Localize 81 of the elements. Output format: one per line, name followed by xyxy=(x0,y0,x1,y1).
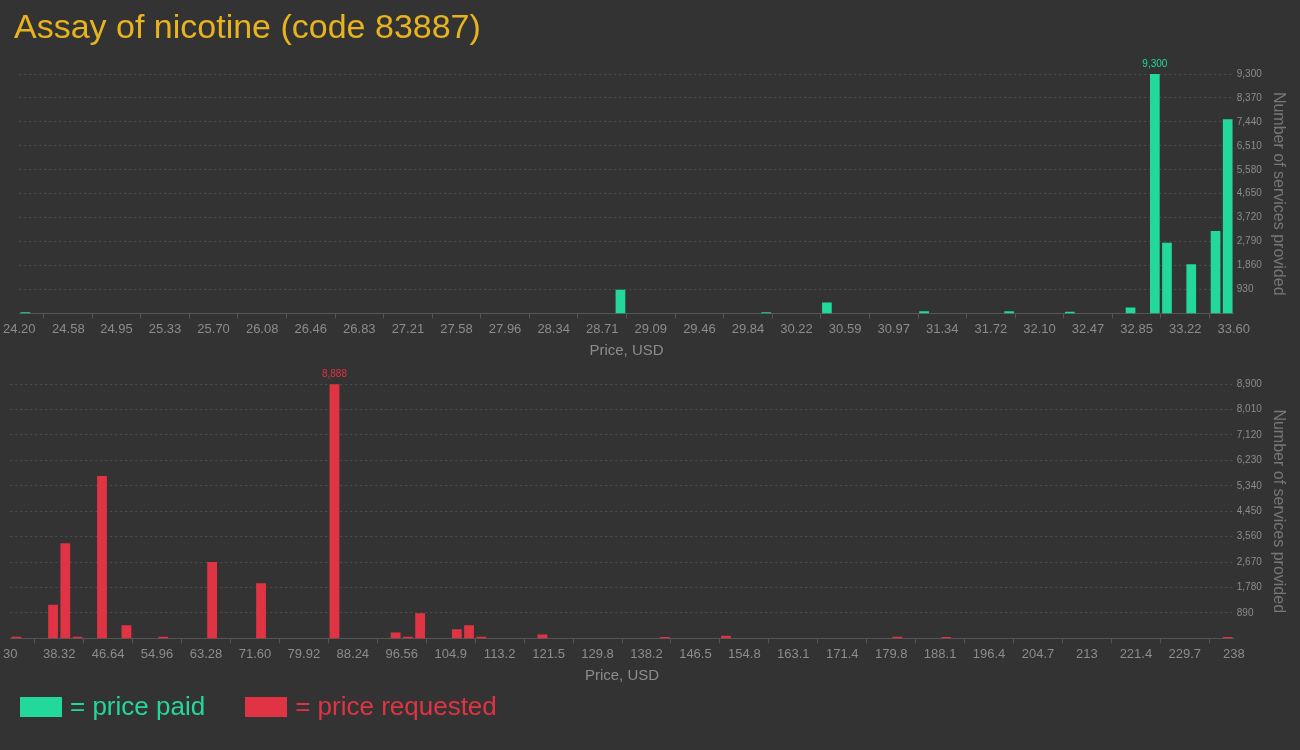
x-tick-label: 146.5 xyxy=(679,645,712,661)
x-tick-label: 113.2 xyxy=(483,645,516,661)
x-tick-label: 129.8 xyxy=(581,645,614,661)
x-tick-label: 30.59 xyxy=(828,320,862,336)
x-tick-label: 24.20 xyxy=(2,320,36,336)
x-tick-label: 171.4 xyxy=(825,645,859,661)
x-tick-label: 33.60 xyxy=(1217,320,1251,336)
y-tick-label: 5,340 xyxy=(1236,479,1263,491)
y-tick-label: 6,510 xyxy=(1236,139,1263,151)
data-label: 9,300 xyxy=(1142,57,1168,69)
y-tick-label: 4,650 xyxy=(1236,187,1263,199)
x-tick-label: 24.95 xyxy=(100,320,133,336)
y-tick-label: 890 xyxy=(1236,606,1254,618)
y-tick-label: 6,230 xyxy=(1236,454,1263,466)
y-tick-label: 3,720 xyxy=(1236,211,1263,223)
x-tick-label: 238 xyxy=(1222,645,1245,661)
y-tick-label: 7,440 xyxy=(1236,115,1263,127)
x-tick-label: 28.34 xyxy=(537,320,570,336)
x-tick-label: 27.21 xyxy=(391,320,425,336)
y-tick-label: 8,900 xyxy=(1236,377,1263,389)
x-tick-label: 121.5 xyxy=(532,645,565,661)
x-tick-label: 29.09 xyxy=(634,320,668,336)
x-tick-label: 138.2 xyxy=(630,645,663,661)
x-tick-label: 33.22 xyxy=(1168,320,1202,336)
y-axis-title: Number of services provided xyxy=(1270,409,1288,614)
y-tick-label: 2,790 xyxy=(1236,235,1263,247)
x-tick-label: 54.96 xyxy=(140,645,174,661)
x-tick-label: 32.47 xyxy=(1071,320,1105,336)
x-tick-label: 31.34 xyxy=(926,320,959,336)
x-tick-label: 28.71 xyxy=(585,320,619,336)
x-tick-label: 27.96 xyxy=(488,320,522,336)
x-tick-label: 25.33 xyxy=(148,320,182,336)
x-tick-label: 154.8 xyxy=(728,645,761,661)
x-tick-label: 63.28 xyxy=(189,645,223,661)
y-tick-label: 7,120 xyxy=(1236,428,1263,440)
y-tick-label: 1,780 xyxy=(1236,581,1263,593)
x-tick-label: 213 xyxy=(1076,645,1098,661)
x-axis-title: Price, USD xyxy=(584,666,660,684)
x-tick-label: 229.7 xyxy=(1168,645,1202,661)
x-tick-label: 163.1 xyxy=(777,645,810,661)
x-tick-label: 88.24 xyxy=(336,645,370,661)
legend-label: = price requested xyxy=(295,691,497,722)
x-tick-label: 221.4 xyxy=(1119,645,1153,661)
x-tick-label: 30.22 xyxy=(780,320,813,336)
x-tick-label: 26.08 xyxy=(245,320,279,336)
x-tick-label: 27.58 xyxy=(440,320,473,336)
x-tick-label: 24.58 xyxy=(52,320,85,336)
y-tick-label: 2,670 xyxy=(1236,555,1263,567)
x-tick-label: 79.92 xyxy=(287,645,321,661)
x-tick-label: 32.10 xyxy=(1023,320,1056,336)
legend-label: = price paid xyxy=(70,691,206,722)
y-tick-label: 4,450 xyxy=(1236,504,1263,516)
x-tick-label: 188.1 xyxy=(923,645,957,661)
y-tick-label: 8,370 xyxy=(1236,91,1263,103)
x-tick-label: 26.83 xyxy=(343,320,376,336)
y-axis-title: Number of services provided xyxy=(1270,91,1288,296)
chart-title: Assay of nicotine (code 83887) xyxy=(13,6,482,47)
x-tick-label: 29.84 xyxy=(731,320,765,336)
x-tick-label: 179.8 xyxy=(874,645,908,661)
x-tick-label: 30.97 xyxy=(877,320,910,336)
y-tick-label: 8,010 xyxy=(1236,403,1263,415)
x-tick-label: 31.72 xyxy=(974,320,1008,336)
y-tick-label: 3,560 xyxy=(1236,530,1263,542)
x-tick-label: 204.7 xyxy=(1021,645,1055,661)
x-tick-label: 29.46 xyxy=(683,320,716,336)
x-tick-label: 38.32 xyxy=(42,645,76,661)
x-tick-label: 26.46 xyxy=(294,320,328,336)
x-tick-label: 46.64 xyxy=(91,645,125,661)
data-label: 8,888 xyxy=(321,368,348,380)
x-tick-label: 196.4 xyxy=(972,645,1006,661)
y-tick-label: 9,300 xyxy=(1236,67,1263,79)
x-tick-label: 104.9 xyxy=(434,645,467,661)
y-tick-label: 5,580 xyxy=(1236,163,1263,175)
x-tick-label: 25.70 xyxy=(197,320,230,336)
x-tick-label: 96.56 xyxy=(385,645,419,661)
x-tick-label: 32.85 xyxy=(1120,320,1153,336)
y-tick-label: 1,860 xyxy=(1236,259,1263,271)
x-tick-label: 30 xyxy=(3,645,18,661)
y-tick-label: 930 xyxy=(1236,283,1254,295)
x-axis-title: Price, USD xyxy=(589,341,664,359)
x-tick-label: 71.60 xyxy=(238,645,272,661)
